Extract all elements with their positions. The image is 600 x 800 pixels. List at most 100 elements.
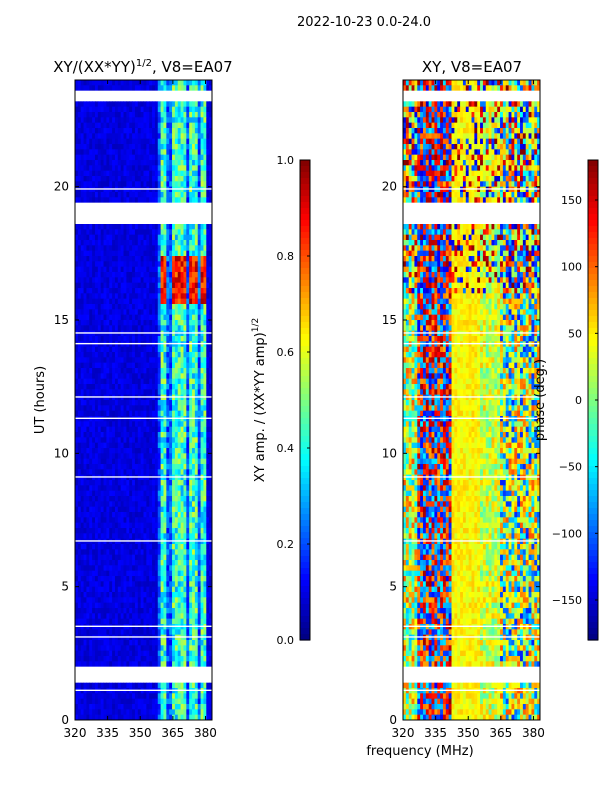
left-heatmap-cell bbox=[174, 336, 179, 342]
left-heatmap-cell bbox=[206, 608, 210, 614]
left-heatmap-cell bbox=[183, 293, 187, 300]
left-heatmap-cell bbox=[140, 197, 144, 204]
left-heatmap-cell bbox=[180, 565, 184, 572]
left-heatmap-cell bbox=[209, 448, 213, 454]
left-heatmap-cell bbox=[209, 352, 213, 358]
left-heatmap-cell bbox=[137, 234, 142, 241]
left-heatmap-cell bbox=[112, 378, 116, 385]
left-heatmap-cell bbox=[94, 576, 99, 582]
left-heatmap-cell bbox=[172, 138, 176, 145]
left-heatmap-cell bbox=[183, 165, 187, 172]
left-heatmap-cell bbox=[83, 432, 87, 438]
left-heatmap-cell bbox=[89, 480, 93, 486]
left-heatmap-cell bbox=[94, 160, 99, 166]
left-heatmap-cell bbox=[106, 266, 110, 273]
left-heatmap-cell bbox=[109, 528, 113, 534]
left-heatmap-cell bbox=[146, 570, 150, 577]
left-heatmap-cell bbox=[206, 501, 210, 508]
left-heatmap-cell bbox=[103, 437, 107, 444]
left-heatmap-cell bbox=[100, 485, 105, 492]
left-heatmap-cell bbox=[89, 464, 93, 470]
left-heatmap-cell bbox=[186, 533, 190, 540]
left-heatmap-cell bbox=[192, 160, 196, 166]
left-heatmap-cell bbox=[197, 325, 202, 332]
left-heatmap-cell bbox=[177, 138, 182, 145]
left-heatmap-cell bbox=[200, 570, 204, 577]
left-heatmap-cell bbox=[206, 106, 210, 113]
left-heatmap-cell bbox=[154, 298, 159, 305]
left-heatmap-cell bbox=[132, 608, 136, 614]
left-heatmap-cell bbox=[160, 138, 164, 145]
left-heatmap-cell bbox=[97, 650, 102, 657]
left-heatmap-cell bbox=[112, 464, 116, 470]
left-heatmap-cell bbox=[200, 368, 204, 374]
left-heatmap-cell bbox=[103, 149, 107, 156]
left-heatmap-cell bbox=[103, 629, 107, 636]
left-heatmap-cell bbox=[126, 144, 130, 150]
left-heatmap-cell bbox=[209, 426, 213, 433]
left-heatmap-cell bbox=[83, 549, 87, 556]
left-heatmap-cell bbox=[80, 240, 85, 246]
left-heatmap-cell bbox=[172, 346, 176, 353]
left-heatmap-cell bbox=[75, 357, 79, 364]
left-heatmap-cell bbox=[129, 576, 133, 582]
left-heatmap-cell bbox=[97, 320, 102, 326]
left-heatmap-cell bbox=[163, 464, 167, 470]
left-heatmap-cell bbox=[106, 165, 110, 172]
left-heatmap-cell bbox=[189, 80, 193, 86]
left-heatmap-cell bbox=[77, 133, 82, 140]
left-heatmap-cell bbox=[172, 400, 176, 406]
left-heatmap-cell bbox=[117, 128, 122, 134]
left-heatmap-cell bbox=[140, 309, 144, 316]
left-heatmap-cell bbox=[143, 432, 147, 438]
left-heatmap-cell bbox=[160, 85, 164, 92]
left-heatmap-cell bbox=[83, 309, 87, 316]
left-heatmap-cell bbox=[154, 229, 159, 236]
left-heatmap-cell bbox=[112, 485, 116, 492]
left-heatmap-cell bbox=[100, 469, 105, 476]
left-heatmap-cell bbox=[117, 325, 122, 332]
left-heatmap-cell bbox=[77, 181, 82, 188]
left-heatmap-cell bbox=[83, 480, 87, 486]
left-heatmap-cell bbox=[149, 117, 153, 124]
left-heatmap-cell bbox=[180, 240, 184, 246]
left-heatmap-cell bbox=[123, 560, 127, 566]
left-heatmap-cell bbox=[209, 234, 213, 241]
left-heatmap-cell bbox=[189, 496, 193, 502]
left-heatmap-cell bbox=[140, 128, 144, 134]
left-heatmap-cell bbox=[109, 613, 113, 620]
left-heatmap-cell bbox=[157, 266, 162, 273]
left-heatmap-cell bbox=[169, 608, 173, 614]
left-heatmap-cell bbox=[183, 640, 187, 646]
left-heatmap-cell bbox=[86, 565, 90, 572]
left-heatmap-cell bbox=[189, 352, 193, 358]
left-heatmap-cell bbox=[157, 245, 162, 252]
left-heatmap-cell bbox=[163, 533, 167, 540]
left-heatmap-cell bbox=[169, 149, 173, 156]
left-heatmap-cell bbox=[160, 229, 164, 236]
left-heatmap-cell bbox=[146, 298, 150, 305]
left-heatmap-cell bbox=[132, 229, 136, 236]
left-heatmap-cell bbox=[94, 469, 99, 476]
left-heatmap-cell bbox=[109, 464, 113, 470]
left-heatmap-cell bbox=[92, 197, 96, 204]
left-heatmap-cell bbox=[163, 592, 167, 598]
left-heatmap-cell bbox=[100, 325, 105, 332]
left-heatmap-cell bbox=[134, 517, 139, 524]
left-heatmap-cell bbox=[154, 266, 159, 273]
left-heatmap-cell bbox=[200, 458, 204, 465]
left-heatmap-cell bbox=[209, 384, 213, 390]
left-heatmap-cell bbox=[143, 266, 147, 273]
left-heatmap-cell bbox=[149, 298, 153, 305]
left-heatmap-cell bbox=[117, 298, 122, 305]
left-heatmap-cell bbox=[169, 272, 173, 278]
left-heatmap-cell bbox=[97, 560, 102, 566]
left-flag-line bbox=[75, 417, 212, 419]
left-heatmap-cell bbox=[112, 314, 116, 321]
left-heatmap-cell bbox=[197, 485, 202, 492]
left-heatmap-cell bbox=[106, 325, 110, 332]
left-heatmap-cell bbox=[77, 117, 82, 124]
left-heatmap-cell bbox=[192, 378, 196, 385]
left-heatmap-cell bbox=[154, 336, 159, 342]
left-heatmap-cell bbox=[169, 138, 173, 145]
